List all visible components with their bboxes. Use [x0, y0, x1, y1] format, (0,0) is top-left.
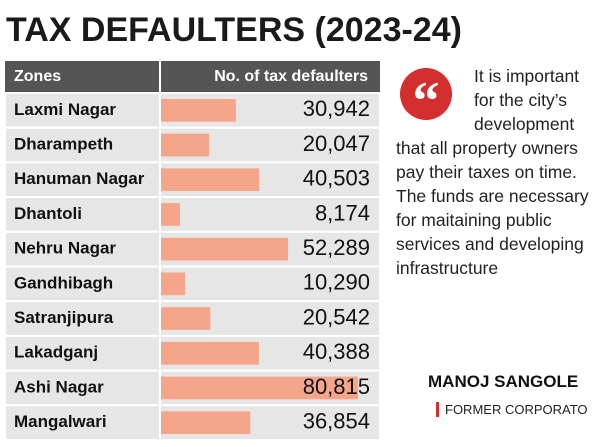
bar — [160, 203, 181, 226]
bar — [160, 272, 186, 296]
category-label: Satranjipura — [14, 308, 114, 327]
quote-icon: “ — [400, 68, 452, 128]
category-label: Dhantoli — [14, 204, 82, 223]
value-label: 10,290 — [303, 270, 370, 295]
category-label: Mangalwari — [14, 412, 107, 431]
value-label: 40,503 — [303, 166, 370, 191]
bar — [160, 376, 358, 400]
value-label: 80,815 — [303, 374, 370, 399]
value-label: 20,047 — [303, 131, 370, 156]
bar — [160, 341, 259, 365]
category-label: Hanuman Nagar — [14, 169, 145, 188]
quote: “ It is important for the city’s develop… — [396, 64, 596, 280]
category-label: Dharampeth — [14, 135, 113, 154]
category-label: Laxmi Nagar — [14, 100, 116, 119]
column-header: Zones — [14, 68, 61, 85]
chart-title: TAX DEFAULTERS (2023-24) — [6, 11, 462, 49]
bar — [160, 168, 260, 192]
row-background — [4, 300, 381, 337]
bar — [160, 307, 211, 330]
header-row — [5, 61, 380, 93]
value-label: 40,388 — [303, 339, 370, 364]
value-label: 52,289 — [303, 235, 370, 260]
row-background — [4, 404, 381, 441]
value-label: 8,174 — [315, 200, 370, 225]
row-background — [4, 126, 381, 164]
bar — [160, 237, 289, 261]
value-label: 36,854 — [303, 408, 370, 433]
column-header: No. of tax defaulters — [214, 68, 368, 85]
bar — [160, 99, 236, 122]
bar — [160, 133, 210, 157]
bar — [160, 411, 251, 434]
quote-role: FORMER CORPORATO — [436, 402, 588, 417]
svg-text:“: “ — [413, 70, 440, 128]
quote-author: MANOJ SANGOLE — [428, 372, 579, 391]
category-label: Gandhibagh — [14, 273, 113, 292]
category-label: Nehru Nagar — [14, 239, 116, 258]
category-label: Ashi Nagar — [14, 377, 104, 396]
category-label: Lakadganj — [14, 343, 98, 362]
row-background — [4, 265, 381, 303]
value-label: 30,942 — [303, 96, 370, 121]
value-label: 20,542 — [303, 304, 370, 329]
quote-text: It is important for the city’s developme… — [396, 66, 589, 278]
